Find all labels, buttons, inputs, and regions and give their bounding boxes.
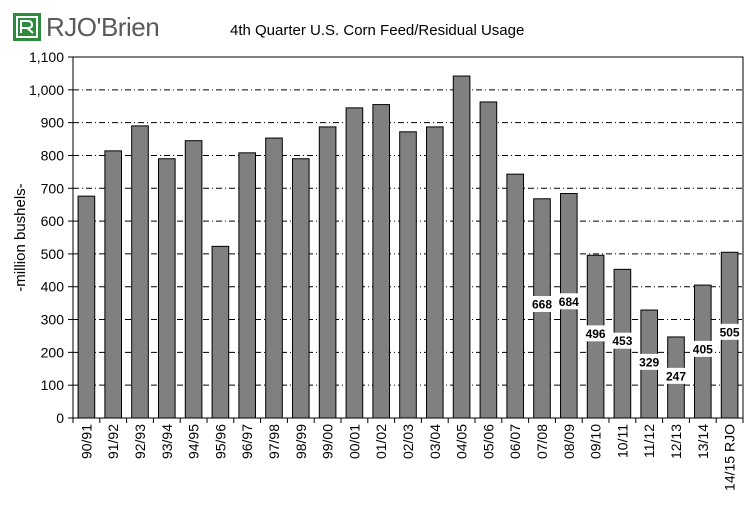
data-label: 247: [664, 367, 688, 384]
data-label: 668: [530, 296, 554, 313]
data-label-text: 247: [666, 369, 686, 383]
x-tick-label: 91/92: [105, 424, 121, 459]
data-label: 329: [637, 353, 662, 370]
x-tick-label: 02/03: [400, 424, 416, 459]
data-label-text: 329: [639, 355, 659, 369]
bar: [238, 152, 257, 419]
data-label-bg: [690, 340, 715, 357]
x-tick-label: 10/11: [614, 424, 630, 458]
bar: [479, 101, 498, 419]
data-label-text: 453: [612, 334, 632, 348]
data-label-bg: [637, 353, 662, 370]
data-label: 684: [556, 293, 581, 310]
y-tick-label: 700: [41, 180, 65, 196]
data-label-bg: [530, 296, 554, 313]
y-tick-label: 500: [41, 246, 65, 262]
plot-frame: [72, 56, 744, 419]
data-label-bg: [664, 367, 688, 384]
x-tick-label: 08/09: [561, 424, 577, 459]
y-tick-label: 100: [41, 377, 65, 393]
bar: [318, 126, 337, 419]
data-label-bg: [717, 323, 742, 340]
y-tick-label: 1,000: [29, 82, 64, 98]
x-tick-label: 97/98: [266, 424, 282, 459]
logo-text: RJO'Brien: [46, 12, 160, 42]
y-tick-label: 1,100: [29, 49, 64, 65]
bar: [131, 125, 149, 419]
bar: [506, 173, 525, 419]
bar: [184, 140, 203, 419]
bar: [211, 245, 230, 419]
bar: [77, 195, 96, 419]
data-labels: 668 684 496 453 329 247 405 505: [530, 293, 742, 384]
bar: [345, 107, 364, 419]
bar: [157, 158, 176, 419]
x-tick-label: 99/00: [320, 424, 336, 459]
data-label-bg: [556, 293, 581, 310]
rjo-square-logo-icon: [13, 13, 41, 41]
data-label-text: 668: [532, 298, 552, 312]
data-label: 453: [610, 332, 635, 349]
bar: [265, 137, 283, 419]
y-tick-label: 800: [41, 147, 65, 163]
y-tick-label: 900: [41, 115, 65, 131]
y-tick-label: 300: [41, 312, 65, 328]
x-tick-label: 96/97: [239, 424, 255, 459]
data-label-bg: [610, 332, 635, 349]
bar: [291, 158, 310, 419]
x-tick-label: 95/96: [212, 424, 228, 459]
y-tick-label: 600: [41, 213, 65, 229]
x-tick-label: 13/14: [695, 424, 711, 459]
data-label-text: 684: [559, 295, 579, 309]
data-label-bg: [583, 325, 608, 342]
data-label: 405: [690, 340, 715, 357]
bar: [104, 150, 123, 419]
bar: [399, 131, 417, 419]
x-tick-label: 12/13: [668, 424, 684, 459]
x-tick-label: 00/01: [346, 424, 362, 459]
data-label-text: 405: [693, 342, 713, 356]
x-tick-label: 06/07: [507, 424, 523, 459]
y-axis-label: -million bushels-: [12, 183, 29, 291]
x-tick-label: 09/10: [588, 424, 604, 459]
x-tick-label: 04/05: [454, 424, 470, 459]
y-tick-label: 400: [41, 279, 65, 295]
x-tick-label: 07/08: [534, 424, 550, 459]
x-tick-label: 14/15 RJO: [722, 424, 738, 491]
x-tick-label: 92/93: [132, 424, 148, 459]
x-tick-label: 05/06: [480, 424, 496, 459]
logo: RJO'Brien: [12, 8, 162, 48]
data-label-text: 496: [586, 327, 606, 341]
x-tick-label: 11/12: [641, 424, 657, 458]
x-tick-label: 98/99: [293, 424, 309, 459]
data-label: 505: [717, 323, 742, 340]
bar: [425, 126, 444, 419]
data-label: 496: [583, 325, 608, 342]
x-tick-label: 93/94: [159, 424, 175, 459]
x-tick-label: 01/02: [373, 424, 389, 459]
y-tick-label: 0: [56, 410, 64, 426]
x-tick-label: 90/91: [78, 424, 94, 459]
x-axis: 90/91 91/92 92/93 93/94 94/95 95/96 96/97 97/98…: [72, 418, 744, 491]
bar: [452, 75, 471, 419]
x-tick-label: 03/04: [427, 424, 443, 459]
data-label-text: 505: [720, 325, 740, 339]
bar: [372, 104, 391, 419]
x-tick-label: 94/95: [186, 424, 202, 459]
y-axis: 0 100 200 300 400 500 600 700 800 900 1,000 1,100: [29, 49, 73, 426]
chart-title: 4th Quarter U.S. Corn Feed/Residual Usag…: [230, 22, 525, 39]
y-tick-label: 200: [41, 344, 65, 360]
